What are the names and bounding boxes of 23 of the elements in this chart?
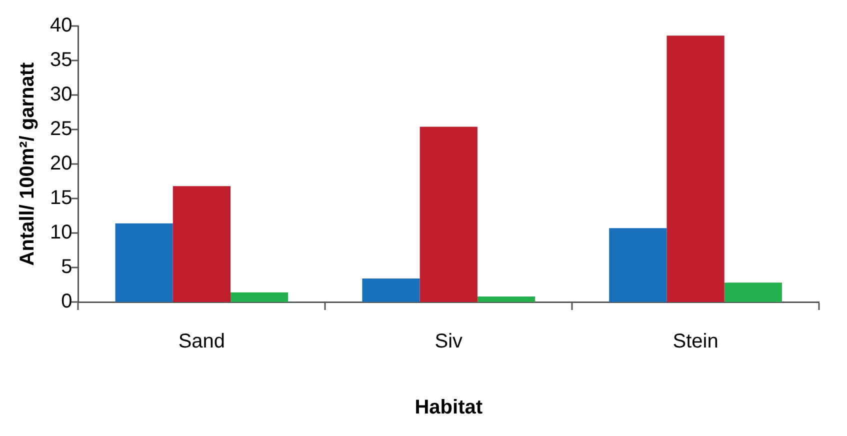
y-axis-title: Antall/ 100m²/ garnatt <box>16 62 39 266</box>
bar <box>230 292 288 302</box>
bar <box>724 282 782 302</box>
y-tick-label: 30 <box>50 84 72 106</box>
bar <box>172 186 231 302</box>
x-axis-title: Habitat <box>414 396 483 419</box>
bar <box>666 36 724 302</box>
y-tick-label: 15 <box>50 187 72 210</box>
bar <box>362 278 420 302</box>
y-tick-label: 20 <box>50 152 72 175</box>
y-tick-label: 5 <box>61 256 72 278</box>
bar <box>115 223 173 302</box>
bar <box>420 126 478 302</box>
bar <box>609 228 667 302</box>
y-tick-label: 25 <box>50 118 72 140</box>
y-tick-label: 40 <box>50 14 72 37</box>
x-tick-label: Sand <box>178 330 226 353</box>
y-tick-label: 0 <box>61 290 72 313</box>
x-tick-label: Stein <box>672 330 718 353</box>
bar <box>477 296 536 302</box>
y-tick-label: 35 <box>50 49 72 72</box>
y-tick-label: 10 <box>50 222 72 244</box>
x-tick-label: Siv <box>434 330 463 353</box>
